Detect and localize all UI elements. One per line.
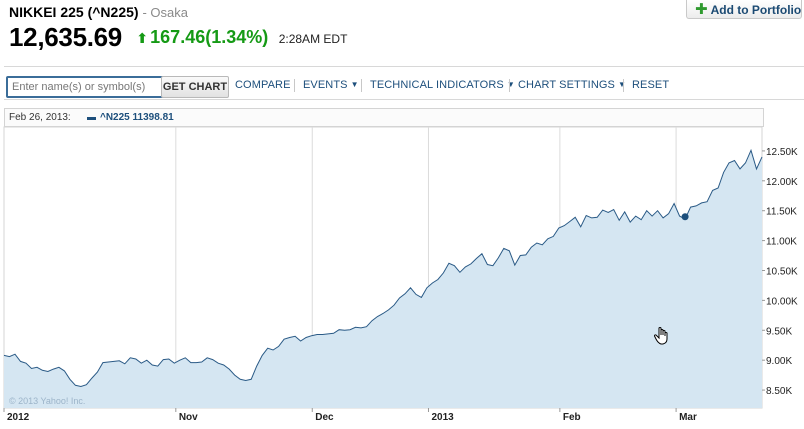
quote-time: 2:28AM EDT: [278, 31, 348, 46]
legend-value-number: 11398.81: [132, 112, 174, 123]
legend-swatch: [87, 117, 96, 120]
add-to-portfolio-label: Add to Portfolio: [710, 3, 802, 17]
quote-title: NIKKEI 225 (^N225) - Osaka: [9, 4, 188, 20]
legend-bar: Feb 26, 2013: ^N225 11398.81: [4, 108, 764, 127]
price-area-fill: [4, 150, 762, 409]
hand-cursor-icon: [653, 327, 668, 345]
technical-indicators-label: TECHNICAL INDICATORS: [370, 79, 504, 91]
x-tick-label: 2013: [431, 412, 454, 423]
toolbar-divider: [294, 79, 295, 92]
x-tick-label: Mar: [679, 412, 697, 423]
y-tick-label: 11.50K: [766, 207, 797, 218]
toolbar-divider: [509, 79, 510, 92]
y-axis: 12.50K 12.00K 11.50K 11.00K 10.50K 10.00K 9.50…: [762, 147, 798, 397]
hover-point-marker: [681, 213, 689, 221]
y-tick-label: 10.50K: [766, 266, 798, 277]
x-tick-label: 2012: [7, 412, 30, 423]
y-tick-label: 9.00K: [766, 356, 792, 367]
copyright-text: © 2013 Yahoo! Inc.: [9, 396, 85, 406]
plus-icon: ✚: [695, 1, 708, 18]
price-chart[interactable]: 12.50K 12.00K 11.50K 11.00K 10.50K 10.00K 9.50…: [3, 108, 804, 429]
y-tick-label: 12.00K: [766, 177, 798, 188]
y-tick-label: 10.00K: [766, 296, 798, 307]
technical-indicators-menu[interactable]: TECHNICAL INDICATORS ▼: [370, 78, 515, 93]
chart-toolbar: GET CHART COMPARE EVENTS▼ TECHNICAL INDI…: [4, 66, 804, 100]
x-tick-label: Feb: [563, 412, 581, 423]
caret-down-icon: ▼: [617, 80, 626, 89]
y-tick-label: 9.50K: [766, 326, 792, 337]
events-label: EVENTS: [303, 79, 348, 91]
legend-series-value: ^N225 11398.81: [100, 112, 174, 123]
add-to-portfolio-button[interactable]: ✚ Add to Portfolio: [686, 0, 802, 19]
chart-settings-label: CHART SETTINGS: [518, 79, 615, 91]
chart-settings-menu[interactable]: CHART SETTINGS ▼: [518, 78, 626, 93]
x-tick-label: Dec: [315, 412, 334, 423]
change-value: 167.46(1.34%): [150, 27, 269, 47]
toolbar-divider: [361, 79, 362, 92]
symbol-name: NIKKEI 225 (^N225): [9, 4, 139, 20]
caret-down-icon: ▼: [506, 80, 515, 89]
price-series-line: [3, 148, 763, 388]
x-tick-label: Nov: [179, 412, 198, 423]
symbol-search-input[interactable]: [6, 76, 170, 98]
caret-down-icon: ▼: [350, 80, 359, 89]
price-change: ⬆ 167.46(1.34%): [136, 27, 268, 48]
y-tick-label: 12.50K: [766, 147, 798, 158]
y-tick-label: 11.00K: [766, 237, 797, 248]
price-row: 12,635.69 ⬆ 167.46(1.34%) 2:28AM EDT: [9, 22, 347, 53]
chart-area[interactable]: 12.50K 12.00K 11.50K 11.00K 10.50K 10.00K 9.50…: [3, 108, 804, 429]
legend-series-name: ^N225: [100, 112, 130, 123]
compare-link[interactable]: COMPARE: [235, 79, 291, 91]
toolbar-divider: [623, 79, 624, 92]
legend-date: Feb 26, 2013:: [9, 112, 71, 123]
x-axis: 2012 Nov Dec 2013 Feb Mar: [3, 408, 697, 423]
reset-link[interactable]: RESET: [632, 79, 670, 91]
last-price: 12,635.69: [9, 22, 122, 52]
up-arrow-icon: ⬆: [136, 30, 149, 46]
get-chart-button[interactable]: GET CHART: [161, 76, 229, 98]
exchange-label: - Osaka: [142, 5, 188, 20]
events-menu[interactable]: EVENTS ▼: [303, 78, 359, 93]
y-tick-label: 8.50K: [766, 386, 792, 397]
